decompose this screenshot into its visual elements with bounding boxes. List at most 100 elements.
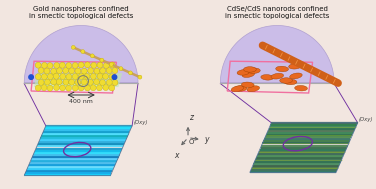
- Circle shape: [129, 71, 132, 75]
- Circle shape: [44, 79, 50, 85]
- Circle shape: [112, 80, 118, 86]
- Circle shape: [38, 67, 44, 74]
- Text: 400 nm: 400 nm: [69, 99, 93, 104]
- Circle shape: [72, 63, 78, 68]
- Circle shape: [71, 45, 75, 49]
- Circle shape: [75, 79, 81, 85]
- Circle shape: [78, 73, 84, 79]
- Ellipse shape: [290, 73, 302, 79]
- Circle shape: [69, 79, 74, 85]
- Circle shape: [60, 74, 66, 80]
- Circle shape: [97, 85, 102, 91]
- Polygon shape: [34, 73, 122, 87]
- Ellipse shape: [295, 85, 308, 91]
- Ellipse shape: [234, 86, 247, 91]
- Ellipse shape: [280, 78, 293, 83]
- Circle shape: [97, 62, 103, 68]
- Circle shape: [51, 79, 57, 85]
- Circle shape: [109, 85, 115, 91]
- Circle shape: [90, 74, 96, 79]
- Polygon shape: [24, 26, 138, 83]
- Circle shape: [90, 85, 96, 91]
- Circle shape: [75, 68, 81, 74]
- Circle shape: [53, 73, 59, 79]
- Circle shape: [56, 68, 62, 74]
- Circle shape: [100, 80, 106, 86]
- Circle shape: [59, 85, 65, 91]
- Circle shape: [72, 85, 78, 91]
- Circle shape: [78, 62, 84, 68]
- Circle shape: [54, 63, 60, 68]
- Circle shape: [91, 62, 97, 68]
- Ellipse shape: [242, 72, 255, 77]
- Circle shape: [41, 62, 47, 68]
- Circle shape: [85, 85, 90, 91]
- Circle shape: [51, 68, 56, 74]
- Circle shape: [94, 68, 100, 74]
- Circle shape: [94, 79, 100, 85]
- Circle shape: [103, 63, 109, 68]
- Circle shape: [35, 74, 41, 80]
- Circle shape: [47, 85, 53, 91]
- Circle shape: [97, 73, 103, 79]
- Ellipse shape: [271, 73, 284, 79]
- Circle shape: [85, 62, 90, 68]
- Circle shape: [138, 75, 142, 79]
- Polygon shape: [220, 26, 334, 83]
- Text: y: y: [204, 135, 208, 144]
- Circle shape: [63, 79, 69, 85]
- Circle shape: [35, 85, 41, 91]
- Circle shape: [103, 73, 109, 79]
- Circle shape: [29, 75, 33, 79]
- Circle shape: [44, 68, 50, 74]
- Circle shape: [63, 68, 69, 74]
- Text: CdSe/CdS nanorods confined
in smectic topological defects: CdSe/CdS nanorods confined in smectic to…: [225, 6, 329, 19]
- Circle shape: [112, 67, 118, 74]
- Text: O: O: [189, 139, 194, 145]
- Circle shape: [81, 50, 85, 54]
- Ellipse shape: [289, 64, 301, 69]
- Circle shape: [56, 79, 62, 85]
- Circle shape: [47, 74, 53, 80]
- Circle shape: [81, 79, 87, 85]
- Circle shape: [41, 85, 47, 91]
- Circle shape: [106, 79, 112, 85]
- Circle shape: [66, 63, 72, 69]
- Ellipse shape: [247, 68, 260, 73]
- Circle shape: [53, 85, 59, 91]
- Ellipse shape: [247, 86, 259, 92]
- Circle shape: [84, 74, 90, 79]
- Circle shape: [88, 68, 94, 74]
- Ellipse shape: [276, 66, 288, 72]
- Circle shape: [59, 62, 65, 68]
- Ellipse shape: [284, 79, 297, 85]
- Circle shape: [103, 85, 109, 91]
- Circle shape: [90, 54, 94, 58]
- Circle shape: [100, 58, 104, 62]
- Circle shape: [47, 63, 53, 69]
- Circle shape: [109, 62, 113, 66]
- Text: (Oxy): (Oxy): [359, 117, 373, 122]
- Circle shape: [109, 62, 115, 68]
- Circle shape: [66, 74, 72, 80]
- Ellipse shape: [261, 75, 274, 80]
- Ellipse shape: [244, 67, 256, 72]
- Ellipse shape: [241, 82, 254, 88]
- Circle shape: [100, 68, 106, 74]
- Circle shape: [112, 75, 117, 79]
- Circle shape: [78, 85, 84, 91]
- Circle shape: [119, 67, 123, 71]
- Circle shape: [41, 74, 47, 80]
- Circle shape: [87, 79, 93, 85]
- Circle shape: [106, 68, 112, 74]
- Circle shape: [81, 68, 87, 74]
- Circle shape: [66, 85, 71, 91]
- Circle shape: [35, 62, 41, 68]
- Circle shape: [72, 74, 78, 80]
- Circle shape: [69, 68, 74, 74]
- Text: z: z: [189, 113, 193, 122]
- Ellipse shape: [237, 70, 250, 75]
- Circle shape: [109, 74, 115, 80]
- Text: (Oxy): (Oxy): [133, 120, 147, 125]
- Circle shape: [38, 79, 44, 85]
